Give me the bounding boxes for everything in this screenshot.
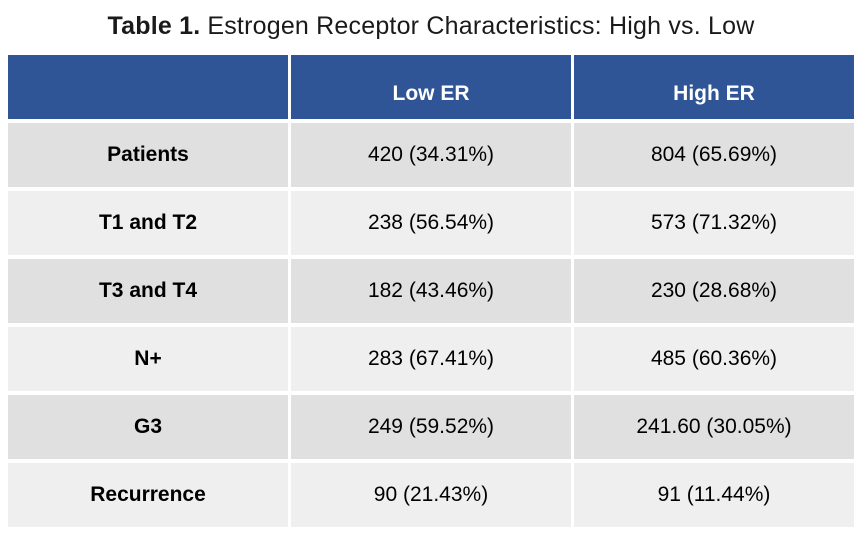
row-label-t1-t2: T1 and T2 <box>8 191 288 255</box>
header-cell-low-er: Low ER <box>291 55 571 119</box>
cell-t1-t2-high-er: 573 (71.32%) <box>574 191 854 255</box>
cell-t3-t4-high-er: 230 (28.68%) <box>574 259 854 323</box>
row-label-t3-t4: T3 and T4 <box>8 259 288 323</box>
cell-patients-low-er: 420 (34.31%) <box>291 123 571 187</box>
cell-recurrence-low-er: 90 (21.43%) <box>291 463 571 527</box>
cell-t1-t2-low-er: 238 (56.54%) <box>291 191 571 255</box>
header-cell-empty <box>8 55 288 119</box>
data-table: Low ER High ER Patients 420 (34.31%) 804… <box>8 55 854 527</box>
row-label-patients: Patients <box>8 123 288 187</box>
table-title: Table 1. Estrogen Receptor Characteristic… <box>8 12 854 41</box>
header-cell-high-er: High ER <box>574 55 854 119</box>
cell-g3-high-er: 241.60 (30.05%) <box>574 395 854 459</box>
cell-n-plus-high-er: 485 (60.36%) <box>574 327 854 391</box>
table-number: Table 1. <box>107 12 201 40</box>
row-label-n-plus: N+ <box>8 327 288 391</box>
cell-g3-low-er: 249 (59.52%) <box>291 395 571 459</box>
cell-t3-t4-low-er: 182 (43.46%) <box>291 259 571 323</box>
cell-n-plus-low-er: 283 (67.41%) <box>291 327 571 391</box>
row-label-g3: G3 <box>8 395 288 459</box>
cell-patients-high-er: 804 (65.69%) <box>574 123 854 187</box>
cell-recurrence-high-er: 91 (11.44%) <box>574 463 854 527</box>
table-caption: Estrogen Receptor Characteristics: High … <box>207 12 755 40</box>
row-label-recurrence: Recurrence <box>8 463 288 527</box>
